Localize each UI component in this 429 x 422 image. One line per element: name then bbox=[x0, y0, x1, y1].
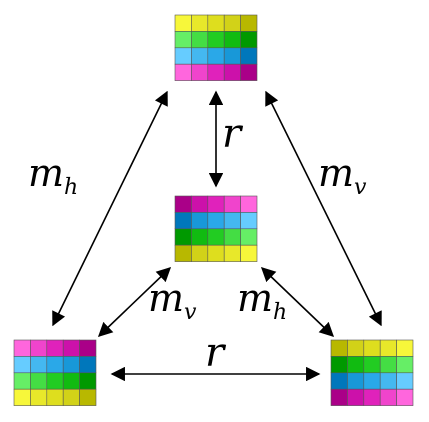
label-inner-right: mh bbox=[237, 276, 287, 325]
label-inner-left: mv bbox=[148, 276, 197, 325]
grid-cell bbox=[363, 372, 381, 390]
grid-cell bbox=[240, 63, 258, 81]
grid-cell bbox=[223, 31, 241, 49]
grid-cell bbox=[174, 14, 192, 32]
grid-cell bbox=[174, 228, 192, 246]
grid-cell bbox=[363, 356, 381, 374]
grid-cell bbox=[223, 14, 241, 32]
grid-cell bbox=[30, 388, 48, 406]
grid-bottom-right bbox=[330, 339, 414, 406]
arrow-center-to-bottom-right bbox=[260, 267, 335, 337]
grid-cell bbox=[207, 244, 225, 262]
grid-cell bbox=[363, 388, 381, 406]
grid-cell bbox=[174, 31, 192, 49]
grid-cell bbox=[223, 63, 241, 81]
label-top-left: mh bbox=[28, 151, 78, 200]
grid-cell bbox=[13, 372, 31, 390]
grid-cell bbox=[396, 372, 414, 390]
label-bottom: r bbox=[205, 330, 227, 376]
grid-cell bbox=[379, 339, 397, 357]
grid-cell bbox=[79, 388, 97, 406]
grid-cell bbox=[174, 212, 192, 230]
grid-cell bbox=[240, 195, 258, 213]
grid-cell bbox=[330, 388, 348, 406]
arrow-top-to-bottom-right bbox=[265, 90, 382, 327]
grid-top bbox=[174, 14, 258, 81]
grid-cell bbox=[396, 339, 414, 357]
grid-center bbox=[174, 195, 258, 262]
grid-cell bbox=[207, 47, 225, 65]
arrow-center-to-bottom-left bbox=[97, 267, 172, 337]
grid-cell bbox=[240, 212, 258, 230]
grid-cell bbox=[347, 339, 365, 357]
grid-cell bbox=[174, 195, 192, 213]
grid-cell bbox=[223, 244, 241, 262]
grid-cell bbox=[30, 356, 48, 374]
grid-cell bbox=[191, 31, 209, 49]
grid-cell bbox=[379, 388, 397, 406]
grid-cell bbox=[240, 47, 258, 65]
grid-cell bbox=[79, 339, 97, 357]
grid-cell bbox=[46, 372, 64, 390]
grid-cell bbox=[191, 212, 209, 230]
grid-cell bbox=[191, 228, 209, 246]
grid-cell bbox=[240, 14, 258, 32]
grid-cell bbox=[223, 195, 241, 213]
grid-cell bbox=[174, 47, 192, 65]
grid-cell bbox=[347, 372, 365, 390]
grid-cell bbox=[207, 31, 225, 49]
grid-cell bbox=[379, 356, 397, 374]
grid-cell bbox=[30, 372, 48, 390]
grid-cell bbox=[240, 228, 258, 246]
grid-cell bbox=[62, 372, 80, 390]
grid-bottom-left bbox=[13, 339, 97, 406]
grid-cell bbox=[13, 339, 31, 357]
arrow-top-to-bottom-left bbox=[52, 90, 168, 327]
grid-cell bbox=[46, 356, 64, 374]
label-center-vertical: r bbox=[222, 111, 244, 157]
grid-cell bbox=[396, 356, 414, 374]
grid-cell bbox=[46, 388, 64, 406]
grid-cell bbox=[396, 388, 414, 406]
grid-cell bbox=[223, 47, 241, 65]
grid-cell bbox=[240, 31, 258, 49]
grid-cell bbox=[223, 228, 241, 246]
grid-cell bbox=[207, 63, 225, 81]
grid-cell bbox=[13, 356, 31, 374]
grid-cell bbox=[62, 356, 80, 374]
grid-cell bbox=[79, 356, 97, 374]
grid-cell bbox=[46, 339, 64, 357]
grid-cell bbox=[240, 244, 258, 262]
grid-cell bbox=[223, 212, 241, 230]
grid-cell bbox=[207, 195, 225, 213]
grid-cell bbox=[363, 339, 381, 357]
grid-cell bbox=[62, 339, 80, 357]
grid-cell bbox=[207, 14, 225, 32]
grid-cell bbox=[62, 388, 80, 406]
grid-cell bbox=[13, 388, 31, 406]
grid-cell bbox=[379, 372, 397, 390]
grid-cell bbox=[330, 339, 348, 357]
grid-cell bbox=[174, 63, 192, 81]
grid-cell bbox=[347, 388, 365, 406]
grid-cell bbox=[191, 63, 209, 81]
grid-cell bbox=[191, 14, 209, 32]
label-top-right: mv bbox=[318, 151, 367, 200]
grid-cell bbox=[191, 47, 209, 65]
grid-cell bbox=[191, 244, 209, 262]
grid-cell bbox=[79, 372, 97, 390]
grid-cell bbox=[30, 339, 48, 357]
grid-cell bbox=[330, 356, 348, 374]
grid-cell bbox=[174, 244, 192, 262]
grid-cell bbox=[207, 212, 225, 230]
grid-cell bbox=[207, 228, 225, 246]
grid-cell bbox=[347, 356, 365, 374]
grid-cell bbox=[330, 372, 348, 390]
grid-cell bbox=[191, 195, 209, 213]
